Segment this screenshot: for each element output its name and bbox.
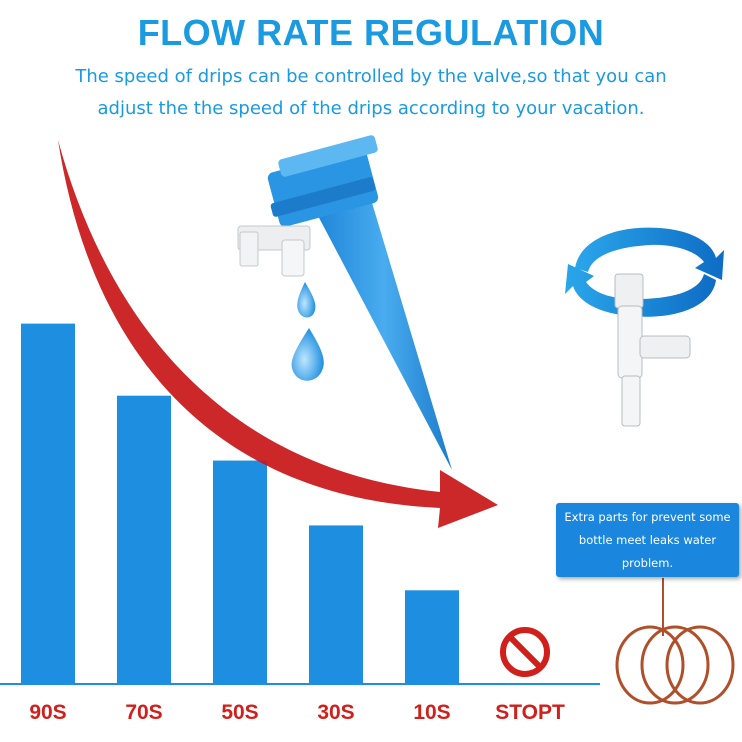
note-line-1: Extra parts for prevent some: [564, 510, 731, 524]
bar-70s: [117, 395, 171, 684]
drip-spike-valve-icon: [237, 135, 452, 470]
subtitle-line-1: The speed of drips can be controlled by …: [75, 66, 667, 87]
bar-30s: [309, 525, 363, 684]
bar-50s: [213, 460, 267, 684]
rotate-arrows-icon: [565, 227, 724, 317]
category-label-70s: 70S: [125, 701, 162, 724]
category-label-90s: 90S: [29, 701, 66, 724]
bar-10s: [405, 590, 459, 684]
category-label-50s: 50S: [221, 701, 258, 724]
category-label-10s: 10S: [413, 701, 450, 724]
curved-arrow-icon: [58, 140, 498, 528]
prohibited-sign-icon: [500, 627, 550, 677]
category-label-stopt: STOPT: [495, 701, 565, 724]
valve-closeup-icon: [614, 273, 691, 427]
category-label-30s: 30S: [317, 701, 354, 724]
page-title: FLOW RATE REGULATION: [137, 12, 605, 53]
water-drop-icon: [291, 282, 324, 381]
bars-layer: [21, 323, 459, 684]
subtitle-line-2: adjust the the speed of the drips accord…: [97, 98, 645, 119]
note-line-2: bottle meet leaks water: [578, 533, 717, 547]
extra-parts-note: Extra parts for prevent some bottle meet…: [556, 503, 739, 577]
category-labels-layer: 90S 70S 50S 30S 10S STOPT: [29, 701, 565, 724]
bar-90s: [21, 323, 75, 684]
o-ring-icon: [615, 625, 735, 705]
note-line-3: problem.: [621, 556, 674, 570]
